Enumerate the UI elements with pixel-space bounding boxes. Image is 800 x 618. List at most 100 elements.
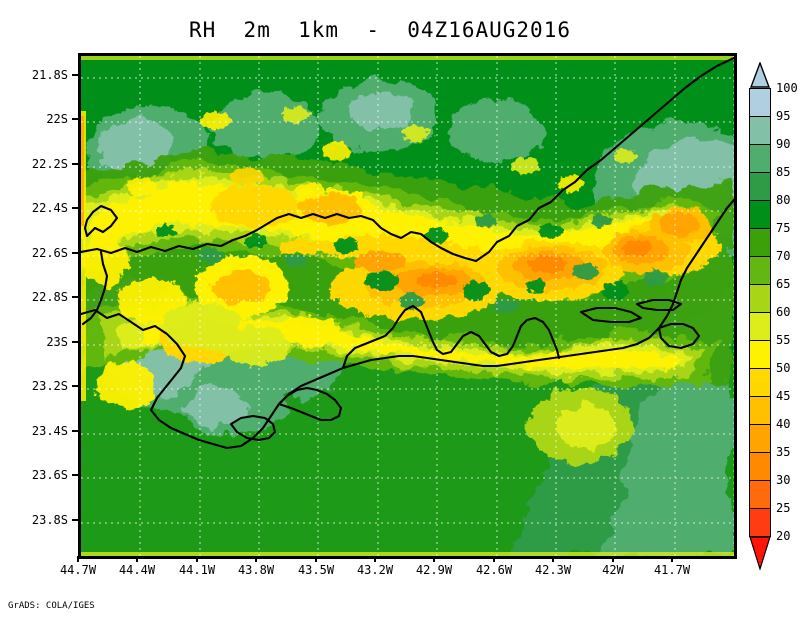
y-axis-label-7: 23.2S xyxy=(31,379,68,393)
colorbar-cell-85-80[interactable] xyxy=(749,172,771,200)
colorbar-sep-50 xyxy=(749,368,771,369)
colorbar-sep-30 xyxy=(749,480,771,481)
y-tick-2 xyxy=(72,163,78,165)
colorbar-cell-65-60[interactable] xyxy=(749,284,771,312)
colorbar-label-20: 20 xyxy=(776,529,791,543)
y-tick-0 xyxy=(72,74,78,76)
colorbar-label-90: 90 xyxy=(776,137,791,151)
colorbar-sep-90 xyxy=(749,144,771,145)
y-axis-label-4: 22.6S xyxy=(31,246,68,260)
footer-attribution: GrADS: COLA/IGES xyxy=(8,601,95,611)
x-axis-label-5: 43.2W xyxy=(356,563,394,577)
colorbar-cell-80-75[interactable] xyxy=(749,200,771,228)
y-axis-label-9: 23.6S xyxy=(31,468,68,482)
y-tick-9 xyxy=(72,474,78,476)
x-tick-10 xyxy=(671,556,673,562)
colorbar-sep-top xyxy=(749,88,771,89)
colorbar-cell-75-70[interactable] xyxy=(749,228,771,256)
colorbar-sep-45 xyxy=(749,396,771,397)
colorbar-sep-95 xyxy=(749,116,771,117)
x-tick-8 xyxy=(552,556,554,562)
x-axis-label-10: 41.7W xyxy=(653,563,691,577)
rh-contour-map xyxy=(81,56,734,556)
colorbar-sep-55 xyxy=(749,340,771,341)
y-tick-10 xyxy=(72,519,78,521)
colorbar-sep-65 xyxy=(749,284,771,285)
map-plot-area[interactable] xyxy=(78,53,737,559)
y-axis-label-0: 21.8S xyxy=(31,68,68,82)
colorbar-label-95: 95 xyxy=(776,109,791,123)
triangle-down-icon xyxy=(749,536,771,570)
x-tick-0 xyxy=(77,556,79,562)
colorbar-label-50: 50 xyxy=(776,361,791,375)
x-axis-label-7: 42.6W xyxy=(475,563,513,577)
colorbar-label-85: 85 xyxy=(776,165,791,179)
x-tick-9 xyxy=(612,556,614,562)
x-tick-2 xyxy=(196,556,198,562)
y-tick-1 xyxy=(72,118,78,120)
colorbar-cell-60-55[interactable] xyxy=(749,312,771,340)
y-axis-label-10: 23.8S xyxy=(31,513,68,527)
y-axis-label-2: 22.2S xyxy=(31,157,68,171)
colorbar-label-35: 35 xyxy=(776,445,791,459)
colorbar[interactable] xyxy=(749,62,771,570)
colorbar-label-40: 40 xyxy=(776,417,791,431)
x-tick-1 xyxy=(136,556,138,562)
colorbar-label-100: 100 xyxy=(776,81,798,95)
page-title: RH 2m 1km - 04Z16AUG2016 xyxy=(188,18,571,42)
colorbar-sep-60 xyxy=(749,312,771,313)
x-axis-label-1: 44.4W xyxy=(118,563,156,577)
y-axis-label-3: 22.4S xyxy=(31,201,68,215)
colorbar-cell-40-35[interactable] xyxy=(749,424,771,452)
y-tick-4 xyxy=(72,252,78,254)
colorbar-cell-25-20[interactable] xyxy=(749,508,771,536)
y-tick-3 xyxy=(72,207,78,209)
map-gridlines xyxy=(81,56,734,556)
colorbar-sep-25 xyxy=(749,508,771,509)
colorbar-cell-35-30[interactable] xyxy=(749,452,771,480)
x-axis-label-9: 42W xyxy=(602,563,624,577)
colorbar-label-65: 65 xyxy=(776,277,791,291)
colorbar-label-75: 75 xyxy=(776,221,791,235)
y-axis-label-8: 23.4S xyxy=(31,424,68,438)
colorbar-label-25: 25 xyxy=(776,501,791,515)
x-axis-label-2: 44.1W xyxy=(178,563,216,577)
colorbar-sep-70 xyxy=(749,256,771,257)
colorbar-cell-55-50[interactable] xyxy=(749,340,771,368)
colorbar-cell-30-25[interactable] xyxy=(749,480,771,508)
y-tick-5 xyxy=(72,296,78,298)
colorbar-label-55: 55 xyxy=(776,333,791,347)
colorbar-label-45: 45 xyxy=(776,389,791,403)
x-axis-label-6: 42.9W xyxy=(415,563,453,577)
triangle-up-icon xyxy=(749,62,771,88)
x-axis-label-3: 43.8W xyxy=(237,563,275,577)
colorbar-cell-70-65[interactable] xyxy=(749,256,771,284)
colorbar-cell-50-45[interactable] xyxy=(749,368,771,396)
colorbar-cell-95-90[interactable] xyxy=(749,116,771,144)
map-canvas xyxy=(81,56,734,556)
colorbar-label-30: 30 xyxy=(776,473,791,487)
colorbar-cell-90-85[interactable] xyxy=(749,144,771,172)
y-axis-label-1: 22S xyxy=(46,112,68,126)
x-axis-label-8: 42.3W xyxy=(534,563,572,577)
coastline-and-borders xyxy=(81,56,734,450)
y-tick-6 xyxy=(72,341,78,343)
colorbar-sep-75 xyxy=(749,228,771,229)
x-tick-3 xyxy=(255,556,257,562)
colorbar-cell-100-95[interactable] xyxy=(749,88,771,116)
colorbar-sep-80 xyxy=(749,200,771,201)
colorbar-label-80: 80 xyxy=(776,193,791,207)
colorbar-sep-35 xyxy=(749,452,771,453)
y-tick-7 xyxy=(72,385,78,387)
x-tick-5 xyxy=(374,556,376,562)
y-tick-8 xyxy=(72,430,78,432)
x-tick-4 xyxy=(315,556,317,562)
y-axis-label-5: 22.8S xyxy=(31,290,68,304)
colorbar-sep-85 xyxy=(749,172,771,173)
x-axis-label-0: 44.7W xyxy=(59,563,97,577)
y-axis-label-6: 23S xyxy=(46,335,68,349)
colorbar-sep-40 xyxy=(749,424,771,425)
colorbar-cell-45-40[interactable] xyxy=(749,396,771,424)
x-tick-7 xyxy=(493,556,495,562)
x-axis-label-4: 43.5W xyxy=(297,563,335,577)
